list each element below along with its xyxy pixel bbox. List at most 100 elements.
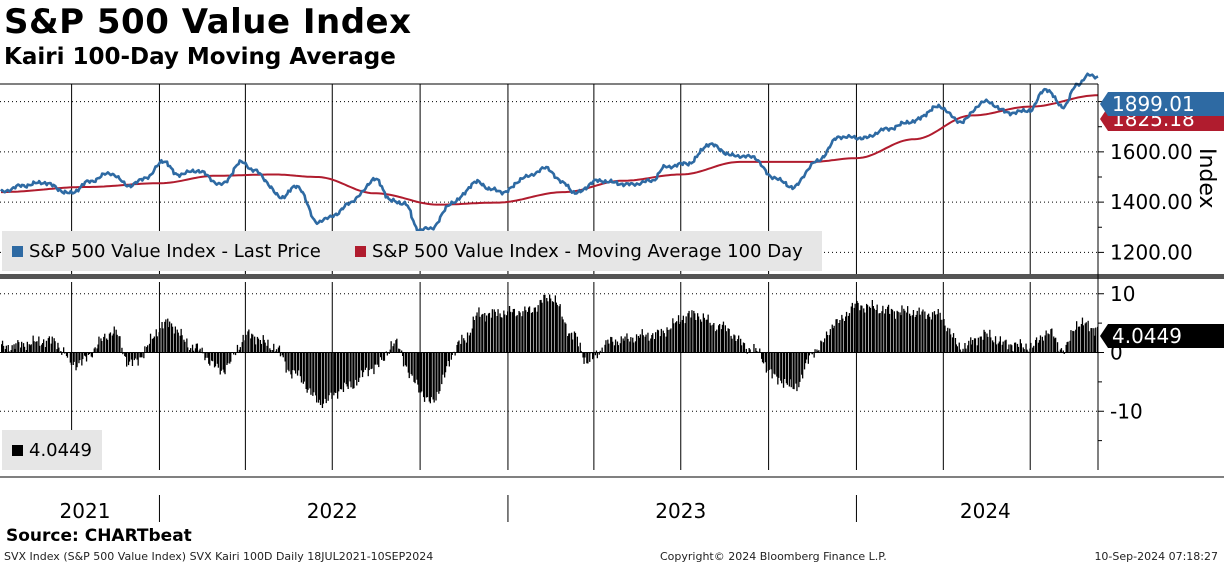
kairi-bar [756, 351, 758, 353]
kairi-bar [316, 352, 318, 403]
kairi-bar [879, 313, 881, 353]
kairi-bar [233, 352, 235, 355]
kairi-bar [660, 328, 662, 353]
kairi-bar [1084, 323, 1086, 353]
kairi-bar [866, 305, 869, 353]
kairi-bar [141, 352, 143, 358]
kairi-bar [1, 340, 4, 353]
kairi-bar [126, 352, 128, 367]
kairi-bar [665, 336, 667, 353]
kairi-bar [296, 352, 299, 376]
kairi-bar [584, 352, 586, 358]
kairi-bar [402, 352, 404, 356]
kairi-bar [1022, 347, 1024, 353]
kairi-bar [35, 341, 37, 353]
kairi-bar [539, 300, 541, 353]
kairi-bar [688, 310, 690, 353]
kairi-bar [423, 352, 426, 402]
kairi-bar [1039, 335, 1042, 353]
kairi-bar [128, 352, 131, 362]
kairi-bar [350, 352, 352, 388]
kairi-bar [518, 311, 520, 353]
kairi-bar [429, 352, 431, 404]
kairi-bar [811, 352, 813, 355]
kairi-bar [146, 346, 148, 353]
kairi-bar [645, 334, 647, 353]
kairi-bar [745, 348, 747, 353]
kairi-bar [432, 352, 434, 400]
kairi-bar [657, 330, 660, 353]
kairi-bar [1067, 341, 1069, 353]
kairi-bar [720, 329, 723, 353]
kairi-bar [39, 345, 41, 353]
kairi-bar [904, 310, 906, 353]
kairi-bar [778, 352, 780, 378]
kairi-bar [768, 352, 770, 370]
kairi-bar [411, 352, 413, 376]
kairi-bar [967, 345, 969, 353]
kairi-bar [500, 317, 502, 353]
kairi-value-tag-shape [1100, 324, 1224, 348]
kairi-bar [758, 351, 760, 353]
kairi-bar [10, 350, 12, 353]
kairi-bar [333, 352, 335, 396]
kairi-bar [857, 302, 859, 353]
kairi-bar [33, 341, 35, 353]
kairi-bar [473, 320, 475, 353]
kairi-bar [1060, 348, 1063, 353]
kairi-bar [656, 329, 659, 353]
kairi-bar [416, 352, 418, 380]
kairi-bar [820, 340, 822, 353]
kairi-bar [373, 352, 375, 375]
kairi-bar [349, 352, 351, 382]
kairi-bar [838, 323, 840, 353]
kairi-bar [612, 341, 614, 353]
kairi-bar [275, 351, 277, 353]
kairi-bar [555, 302, 557, 353]
kairi-bar [378, 352, 380, 368]
kairi-bar [659, 336, 662, 353]
kairi-bar [930, 319, 933, 353]
kairi-bar [115, 329, 117, 353]
kairi-bar [776, 352, 778, 377]
kairi-bar [774, 352, 776, 375]
kairi-bar [788, 352, 790, 387]
kairi-bar [541, 302, 543, 353]
kairi-bar [861, 305, 863, 353]
kairi-bar [513, 308, 515, 353]
kairi-bar [390, 341, 392, 353]
kairi-bar [79, 352, 81, 361]
kairi-bar [525, 310, 527, 353]
kairi-bar [804, 352, 807, 364]
kairi-bar [1026, 349, 1028, 353]
kairi-bar [799, 352, 801, 382]
axes [0, 83, 1224, 522]
kairi-bar [613, 345, 616, 353]
kairi-bar [164, 321, 166, 353]
kairi-bar [461, 334, 463, 353]
kairi-bar [476, 312, 478, 353]
kairi-bar [38, 336, 40, 353]
kairi-bar [987, 336, 989, 353]
kairi-bar [490, 317, 493, 353]
kairi-bar [764, 352, 767, 363]
kairi-bar [1030, 342, 1032, 353]
kairi-bar [497, 309, 499, 353]
kairi-bar [220, 352, 222, 371]
kairi-bar [413, 352, 415, 382]
kairi-bar [1091, 328, 1093, 353]
kairi-bar [866, 303, 868, 353]
kairi-bar [598, 352, 600, 355]
moving-average-line [1, 94, 1098, 206]
kairi-bar [509, 311, 512, 353]
kairi-bar [453, 351, 455, 353]
x-year-label-2024: 2024 [960, 499, 1011, 523]
kairi-bar [1076, 321, 1078, 353]
kairi-bar [765, 352, 767, 373]
kairi-bar [619, 343, 621, 353]
kairi-bar [627, 338, 629, 353]
kairi-bar [496, 316, 498, 353]
kairi-bar [973, 338, 976, 353]
kairi-bar [713, 323, 715, 353]
kairi-bar [458, 340, 460, 353]
